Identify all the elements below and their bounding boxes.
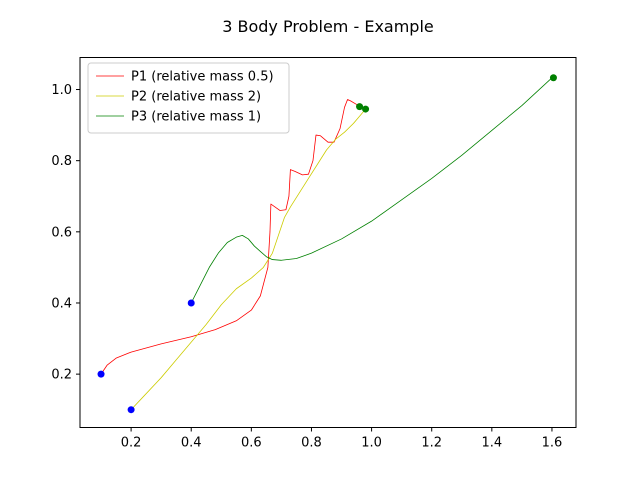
legend: P1 (relative mass 0.5) P2 (relative mass … (87, 62, 290, 134)
x-axis: 0.2 0.4 0.6 0.8 1.0 1.2 1.4 1.6 (121, 427, 563, 451)
plot-area (97, 74, 557, 414)
series-line-1 (100, 99, 360, 375)
x-tick-label: 1.4 (481, 436, 502, 451)
y-tick-label: 0.4 (51, 296, 72, 311)
legend-label: P2 (relative mass 2) (131, 90, 261, 105)
legend-box (87, 62, 290, 134)
legend-label: P3 (relative mass 1) (131, 110, 261, 125)
legend-label: P1 (relative mass 0.5) (131, 70, 274, 85)
end-point-3 (549, 74, 557, 82)
x-tick-label: 0.4 (181, 436, 202, 451)
y-tick-label: 1.0 (51, 83, 72, 98)
start-point-3 (187, 299, 195, 307)
start-point-1 (97, 370, 105, 378)
series-line-3 (190, 77, 553, 304)
x-tick-label: 0.6 (241, 436, 262, 451)
end-point-1 (356, 103, 364, 111)
y-tick-label: 0.2 (51, 368, 72, 383)
y-axis: 0.2 0.4 0.6 0.8 1.0 (51, 83, 80, 383)
axes-frame (79, 57, 577, 428)
y-tick-label: 0.6 (51, 225, 72, 240)
y-tick-label: 0.8 (51, 154, 72, 169)
x-tick-label: 1.0 (361, 436, 382, 451)
series-line-2 (130, 108, 366, 410)
x-tick-label: 0.2 (121, 436, 142, 451)
x-tick-label: 1.2 (421, 436, 442, 451)
end-point-2 (362, 105, 370, 113)
chart-title: 3 Body Problem - Example (222, 17, 434, 36)
x-tick-label: 0.8 (301, 436, 322, 451)
start-point-2 (127, 406, 135, 414)
x-tick-label: 1.6 (542, 436, 563, 451)
